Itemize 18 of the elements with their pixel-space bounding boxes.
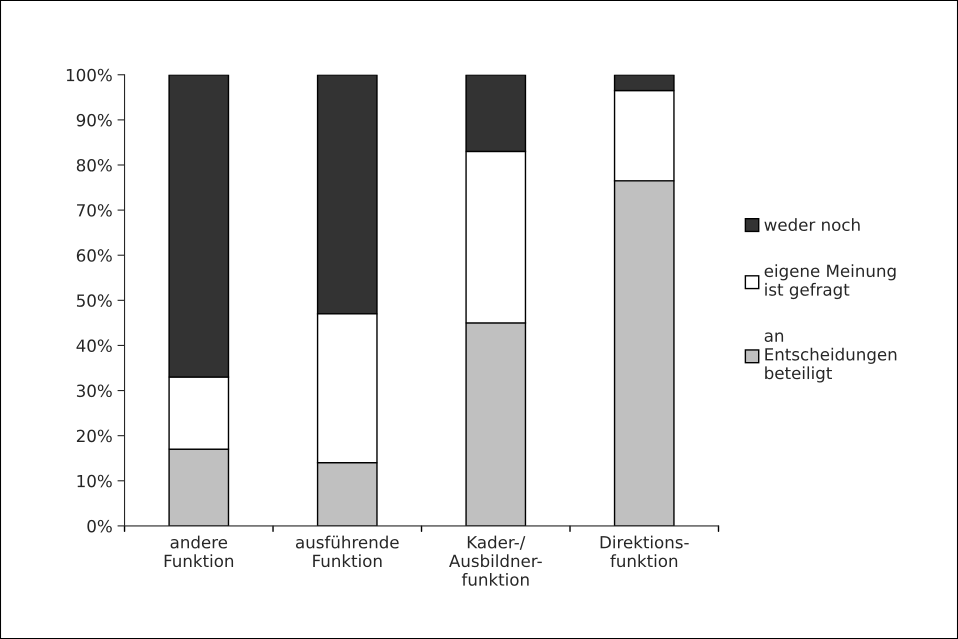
x-tick-label: Direktions- funktion bbox=[600, 536, 689, 568]
x-tick-label: Kader-/ Ausbildner- funktion bbox=[449, 536, 542, 586]
y-tick-label: 0% bbox=[87, 520, 112, 532]
y-tick-label: 50% bbox=[76, 294, 112, 307]
legend-label: weder noch bbox=[764, 218, 860, 232]
x-tick-label: andere Funktion bbox=[164, 536, 234, 568]
y-tick-label: 10% bbox=[78, 474, 112, 488]
y-tick-label: 100% bbox=[66, 68, 112, 82]
y-tick-label: 70% bbox=[77, 204, 112, 217]
legend-label: eigene Meinung ist gefragt bbox=[764, 264, 896, 300]
y-tick-label: 80% bbox=[76, 158, 112, 172]
y-tick-label: 30% bbox=[76, 384, 112, 398]
x-tick-label: ausführende Funktion bbox=[296, 536, 399, 568]
y-tick-label: 60% bbox=[76, 249, 112, 262]
legend-label: an Entscheidungen beteiligt bbox=[764, 332, 896, 383]
y-tick-label: 20% bbox=[76, 430, 112, 442]
y-tick-label: 90% bbox=[76, 114, 112, 126]
y-tick-label: 40% bbox=[76, 339, 112, 352]
